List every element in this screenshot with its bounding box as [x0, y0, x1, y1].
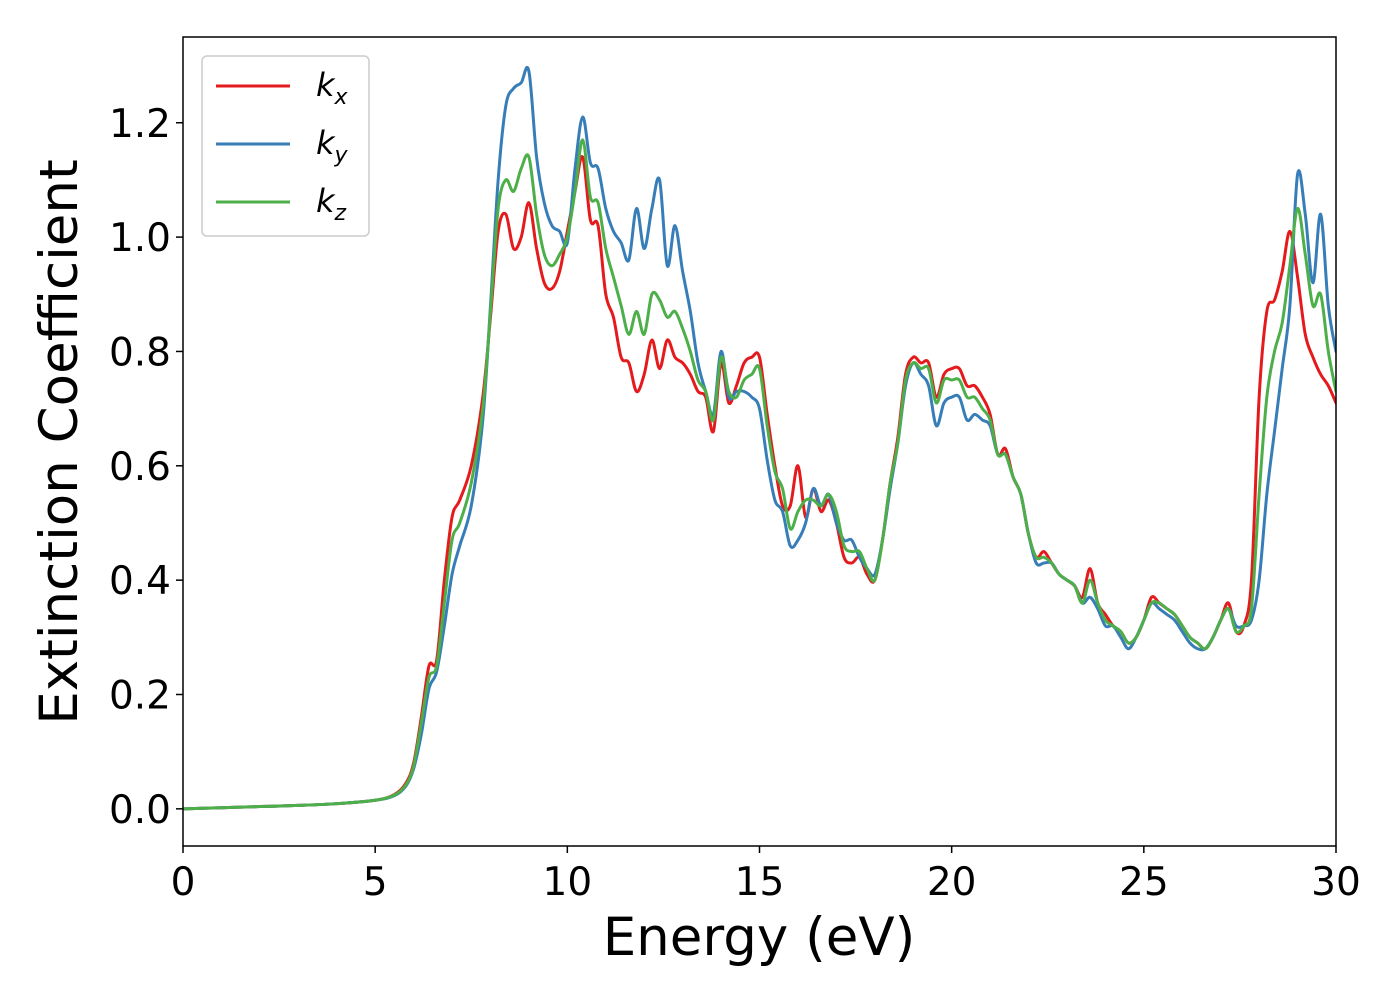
- series-layer: [183, 65, 1336, 811]
- x-tick-label: 10: [543, 860, 593, 905]
- plot-background: [183, 37, 1336, 846]
- series-line-k-z: [183, 138, 1336, 811]
- y-tick-label: 0.4: [109, 559, 171, 604]
- y-tick-label: 0.0: [109, 788, 171, 833]
- y-tick-label: 0.8: [109, 330, 171, 375]
- plot-area: [183, 37, 1336, 846]
- x-tick-label: 0: [171, 860, 196, 905]
- y-tick-label: 0.2: [109, 673, 171, 718]
- y-tick-label: 1.0: [109, 216, 171, 261]
- y-tick-label: 0.6: [109, 445, 171, 490]
- legend-entry-label: kz: [316, 182, 347, 226]
- legend-box: [201, 55, 370, 237]
- x-tick-label: 15: [735, 860, 785, 905]
- x-axis-label: Energy (eV): [603, 907, 916, 968]
- y-axis-label: Extinction Coefficient: [29, 159, 90, 725]
- x-tick-label: 30: [1311, 860, 1361, 905]
- y-axis-ticks: 0.0 0.2 0.4 0.6 0.8 1.0 1.2: [109, 102, 183, 833]
- legend: kx ky kz: [201, 55, 370, 237]
- series-line-k-y: [183, 65, 1336, 811]
- x-tick-label: 5: [363, 860, 388, 905]
- x-axis-ticks: 0 5 10 15 20 25 30: [171, 846, 1361, 905]
- x-tick-label: 25: [1119, 860, 1169, 905]
- y-tick-label: 1.2: [109, 102, 171, 147]
- legend-entry-label: kx: [316, 66, 349, 110]
- legend-entry-label: ky: [316, 124, 349, 168]
- x-tick-label: 20: [927, 860, 977, 905]
